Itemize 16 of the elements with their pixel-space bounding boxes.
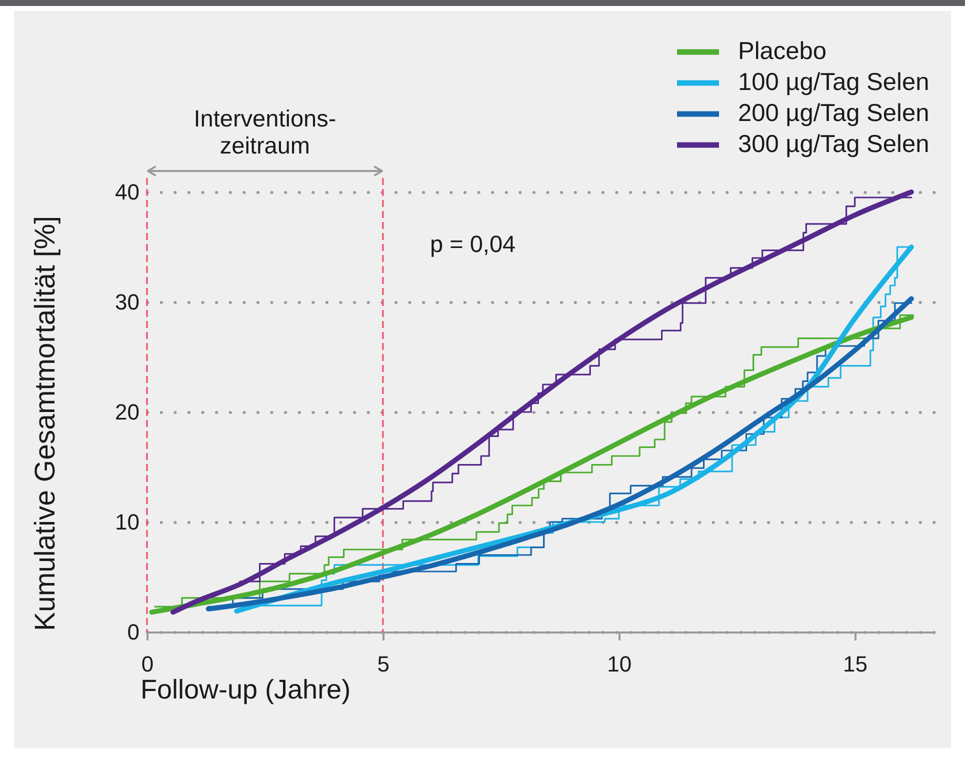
- x-tick-label: 5: [377, 652, 390, 676]
- x-tick-label: 15: [843, 652, 868, 676]
- legend-label: 300 µg/Tag Selen: [738, 131, 930, 158]
- annotation: p = 0,04: [430, 231, 516, 257]
- y-tick-label: 0: [127, 620, 140, 644]
- legend-label: Placebo: [738, 38, 827, 65]
- y-axis-title: Kumulative Gesamtmortalität [%]: [30, 216, 62, 631]
- y-tick-label: 10: [115, 510, 140, 534]
- legend-label: 100 µg/Tag Selen: [738, 69, 930, 96]
- x-tick-label: 10: [607, 652, 632, 676]
- y-tick-label: 20: [115, 400, 140, 424]
- y-tick-label: 40: [115, 180, 140, 204]
- text: Interventions- zeitraum: [194, 106, 336, 158]
- legend-label: 200 µg/Tag Selen: [738, 100, 930, 127]
- x-axis-title: Follow-up (Jahre): [140, 674, 351, 704]
- y-tick-label: 30: [115, 290, 140, 314]
